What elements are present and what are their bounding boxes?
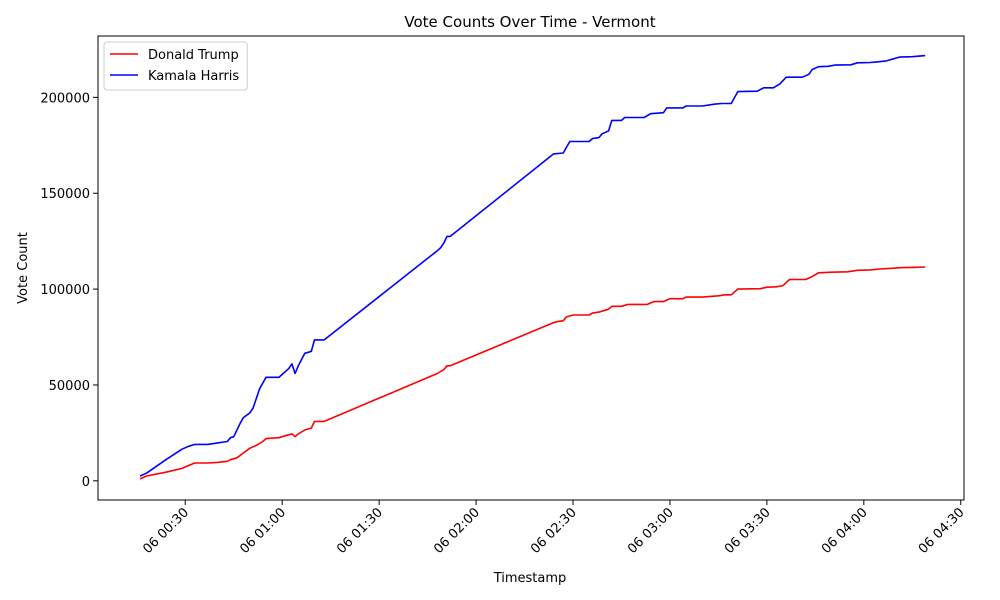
y-tick-label: 150000 [40,187,90,202]
y-tick-label: 50000 [49,379,90,394]
y-axis-label: Vote Count [16,232,31,304]
x-axis-label: Timestamp [493,571,567,586]
y-tick-label: 0 [82,475,90,490]
series-line-donald-trump [139,266,926,480]
legend-label: Kamala Harris [148,69,239,84]
y-axis-ticks: 0 50000 100000 150000 200000 [40,91,98,490]
legend-box [103,41,248,91]
series-lines [139,54,926,480]
legend-label: Donald Trump [148,48,239,63]
y-tick-label: 200000 [40,91,90,106]
plot-area-frame [97,35,965,501]
legend: Donald Trump Kamala Harris [103,41,248,91]
series-line-kamala-harris [139,54,926,477]
y-tick-label: 100000 [40,283,90,298]
chart-title: Vote Counts Over Time - Vermont [404,13,655,31]
